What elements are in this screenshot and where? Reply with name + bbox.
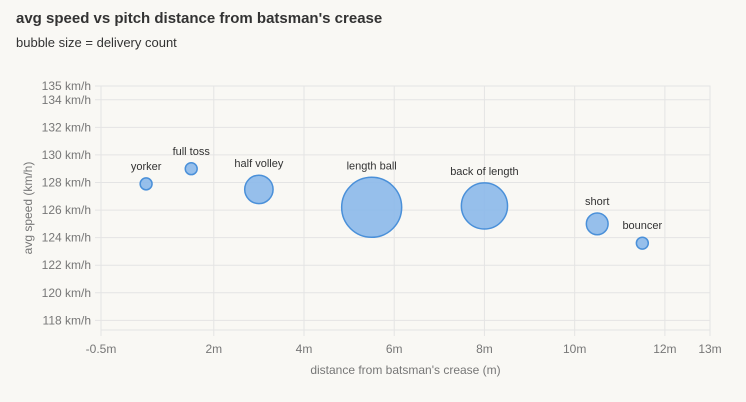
bubble-labels: yorker full toss half volley length ball bac… <box>131 146 663 232</box>
bubble-label: yorker <box>131 161 162 173</box>
x-axis-label: distance from batsman's crease (m) <box>310 363 500 377</box>
chart-title: avg speed vs pitch distance from batsman… <box>16 10 383 27</box>
y-tick-label: 132 km/h <box>42 120 91 134</box>
bubble <box>340 176 403 239</box>
y-axis-label: avg speed (km/h) <box>21 162 35 255</box>
x-tick-label: -0.5m <box>86 342 117 356</box>
bubble <box>184 162 198 176</box>
bubble <box>243 174 274 205</box>
bubble-label: half volley <box>234 158 283 170</box>
bubble <box>585 212 609 236</box>
bubble-label: full toss <box>173 146 211 158</box>
y-tick-label: 118 km/h <box>43 313 91 327</box>
y-tick-label: 126 km/h <box>42 203 91 217</box>
x-tick-label: 6m <box>386 342 403 356</box>
bubble-label: short <box>585 196 609 208</box>
x-tick-label: 13m <box>698 342 721 356</box>
x-tick-label: 10m <box>563 342 586 356</box>
plot-frame <box>100 85 711 331</box>
y-tick-label: 124 km/h <box>42 231 91 245</box>
x-tick-label: 12m <box>653 342 676 356</box>
x-tick-label: 4m <box>296 342 313 356</box>
bubble <box>139 177 153 191</box>
bubble-label: bouncer <box>622 220 662 232</box>
y-tick-label: 135 km/h <box>42 79 91 93</box>
bubble <box>460 182 509 230</box>
grid <box>95 85 711 336</box>
bubbles <box>139 162 650 250</box>
y-tick-label: 128 km/h <box>42 175 91 189</box>
axis-ticks: -0.5m 2m 4m 6m 8m 10m 12m 13m 118 km/h 120 km/h 12… <box>42 79 722 356</box>
y-tick-label: 122 km/h <box>42 258 91 272</box>
bubble-label: length ball <box>347 160 397 172</box>
bubble-label: back of length <box>450 166 519 178</box>
y-tick-label: 120 km/h <box>42 286 91 300</box>
chart-subtitle: bubble size = delivery count <box>16 35 177 50</box>
bubble <box>635 236 650 250</box>
y-tick-label: 130 km/h <box>42 148 91 162</box>
x-tick-label: 8m <box>476 342 493 356</box>
y-tick-label: 134 km/h <box>42 93 91 107</box>
x-tick-label: 2m <box>205 342 222 356</box>
